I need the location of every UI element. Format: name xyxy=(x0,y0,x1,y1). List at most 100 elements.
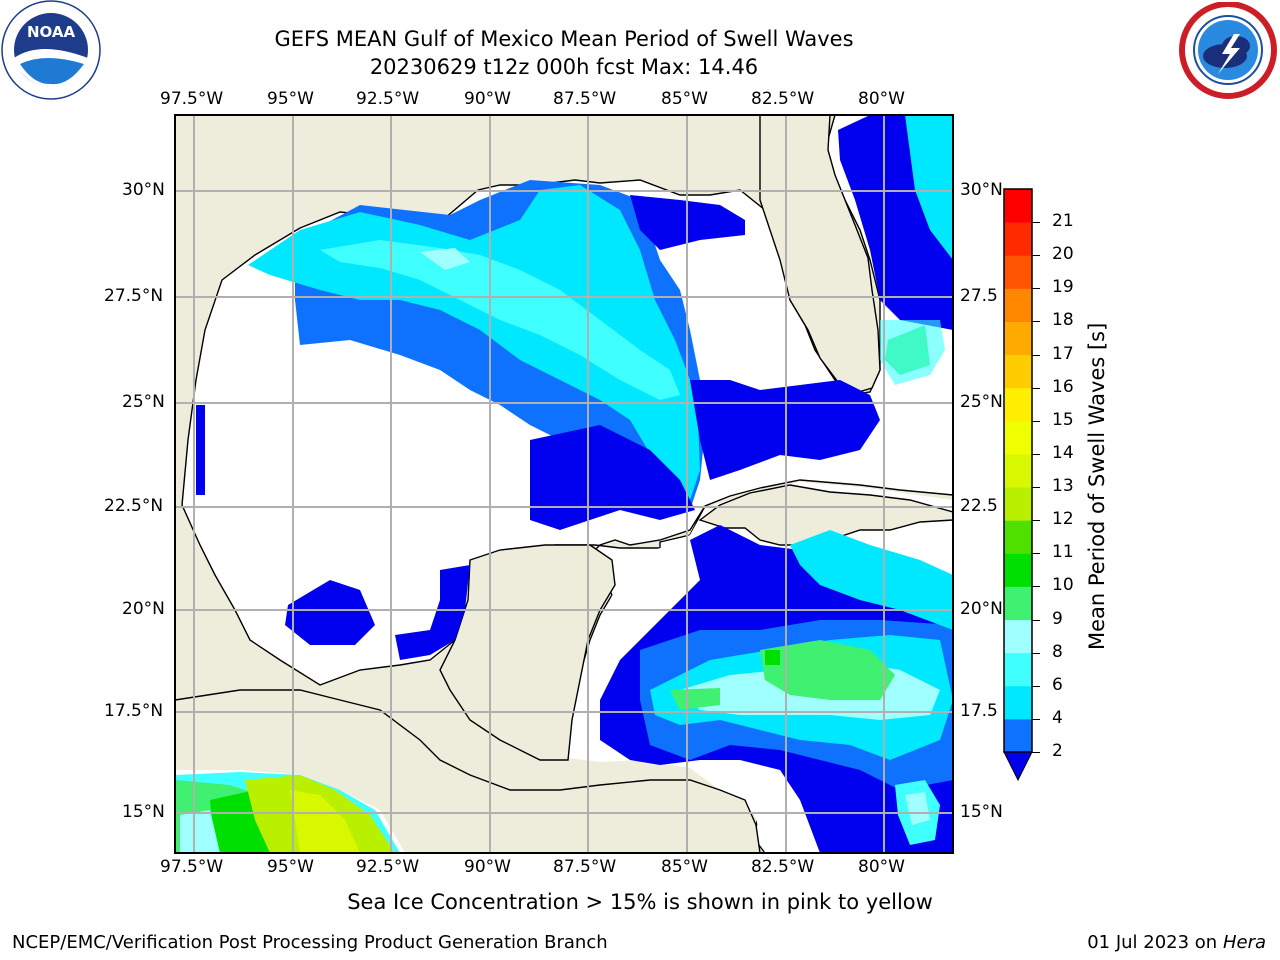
colorbar-tick-label: 17 xyxy=(1052,343,1074,364)
colorbar-segment xyxy=(1004,652,1032,687)
lat-label-left: 25°N xyxy=(122,392,165,412)
colorbar-tick-label: 2 xyxy=(1052,741,1063,761)
sea-ice-note: Sea Ice Concentration > 15% is shown in … xyxy=(347,890,933,914)
colorbar-tick-mark xyxy=(1032,288,1040,290)
lat-label-left: 27.5°N xyxy=(104,286,164,306)
lon-label-bottom: 85°W xyxy=(661,857,708,877)
colorbar xyxy=(1003,188,1033,782)
lon-label-top: 97.5°W xyxy=(160,89,224,109)
lat-label-right: 30°N xyxy=(960,180,1003,200)
colorbar-tick-mark xyxy=(1032,586,1040,588)
colorbar-tick-mark xyxy=(1032,652,1040,654)
footer-credit: NCEP/EMC/Verification Post Processing Pr… xyxy=(12,932,608,953)
lat-label-right: 17.5 xyxy=(960,701,998,721)
lon-label-bottom: 90°W xyxy=(464,857,511,877)
colorbar-segment xyxy=(1004,453,1032,488)
lon-label-bottom: 82.5°W xyxy=(751,857,815,877)
lat-label-right: 27.5 xyxy=(960,286,998,306)
colorbar-segment xyxy=(1004,487,1032,521)
lon-label-top: 82.5°W xyxy=(751,89,815,109)
florida-land xyxy=(759,115,881,394)
colorbar-tick-label: 18 xyxy=(1052,310,1074,331)
swell-period-field xyxy=(175,115,953,853)
map-subtitle: 20230629 t12z 000h fcst Max: 14.46 xyxy=(369,55,759,79)
colorbar-segment xyxy=(1004,619,1032,654)
graticule xyxy=(175,115,953,853)
lat-label-left: 20°N xyxy=(122,599,165,619)
lat-label-left: 22.5°N xyxy=(104,496,164,516)
colorbar-segment xyxy=(1004,354,1032,389)
yucatan-land xyxy=(439,544,616,761)
colorbar-tick-mark xyxy=(1032,487,1040,489)
footer-date-text: 01 Jul 2023 on xyxy=(1087,932,1223,953)
lat-label-right: 25°N xyxy=(960,392,1003,412)
colorbar-tick-mark xyxy=(1032,222,1040,224)
colorbar-tick-mark xyxy=(1032,321,1040,323)
footer-machine: Hera xyxy=(1222,932,1266,953)
lon-label-bottom: 80°W xyxy=(858,857,905,877)
colorbar-tick-mark xyxy=(1032,752,1040,753)
colorbar-segment xyxy=(1004,222,1032,256)
colorbar-segment xyxy=(1004,420,1032,455)
colorbar-segment xyxy=(1004,189,1032,223)
colorbar-segment xyxy=(1004,718,1032,753)
nws-logo xyxy=(1179,2,1277,99)
colorbar-tick-mark xyxy=(1032,619,1040,621)
colorbar-segment xyxy=(1004,586,1032,621)
noaa-logo: NOAA xyxy=(1,0,101,100)
colorbar-tick-mark xyxy=(1032,685,1040,687)
map-title: GEFS MEAN Gulf of Mexico Mean Period of … xyxy=(274,27,854,51)
colorbar-segment xyxy=(1004,321,1032,356)
lon-label-bottom: 92.5°W xyxy=(356,857,420,877)
colorbar-tick-mark xyxy=(1032,387,1040,389)
colorbar-tick-mark xyxy=(1032,553,1040,555)
colorbar-segment xyxy=(1004,520,1032,554)
lat-label-left: 17.5°N xyxy=(104,701,164,721)
lat-label-right: 15°N xyxy=(960,802,1003,822)
colorbar-tick-label: 16 xyxy=(1052,376,1074,397)
lon-label-top: 92.5°W xyxy=(356,89,420,109)
lon-label-bottom: 95°W xyxy=(267,857,314,877)
colorbar-segment xyxy=(1004,387,1032,422)
colorbar-tick-label: 14 xyxy=(1052,442,1074,463)
noaa-logo-wordmark: NOAA xyxy=(27,23,76,41)
colorbar-tick-label: 8 xyxy=(1052,641,1063,662)
colorbar-label: Mean Period of Swell Waves [s] xyxy=(1085,322,1109,650)
colorbar-segment xyxy=(1004,255,1032,289)
colorbar-tick-mark xyxy=(1032,420,1040,422)
colorbar-tick-label: 12 xyxy=(1052,509,1074,530)
colorbar-tick-label: 9 xyxy=(1052,608,1063,629)
lon-label-top: 80°W xyxy=(858,89,905,109)
footer-date: 01 Jul 2023 on Hera xyxy=(1087,932,1266,953)
lat-label-right: 20°N xyxy=(960,599,1003,619)
colorbar-tick-label: 15 xyxy=(1052,409,1074,430)
colorbar-tick-label: 19 xyxy=(1052,277,1074,298)
colorbar-segment xyxy=(1004,685,1032,720)
colorbar-tick-mark xyxy=(1032,354,1040,356)
lon-label-top: 85°W xyxy=(661,89,708,109)
colorbar-tick-label: 6 xyxy=(1052,674,1063,695)
colorbar-tick-label: 13 xyxy=(1052,476,1074,497)
colorbar-tick-label: 20 xyxy=(1052,244,1074,265)
colorbar-segment xyxy=(1004,288,1032,322)
lon-label-top: 95°W xyxy=(267,89,314,109)
lat-label-left: 30°N xyxy=(122,180,165,200)
lon-label-bottom: 97.5°W xyxy=(160,857,224,877)
colorbar-tick-mark xyxy=(1032,520,1040,522)
lat-label-right: 22.5 xyxy=(960,496,998,516)
colorbar-tick-label: 10 xyxy=(1052,575,1074,596)
colorbar-tick-label: 4 xyxy=(1052,707,1063,728)
lon-label-top: 90°W xyxy=(464,89,511,109)
colorbar-tick-label: 21 xyxy=(1052,211,1074,232)
map-frame xyxy=(174,114,954,854)
lon-label-top: 87.5°W xyxy=(553,89,617,109)
lat-label-left: 15°N xyxy=(122,802,165,822)
cuba-land xyxy=(698,484,953,546)
colorbar-tick-mark xyxy=(1032,718,1040,720)
colorbar-segment xyxy=(1004,553,1032,587)
lon-label-bottom: 87.5°W xyxy=(553,857,617,877)
colorbar-tick-mark xyxy=(1032,255,1040,257)
colorbar-tick-label: 11 xyxy=(1052,542,1074,563)
colorbar-tick-mark xyxy=(1032,453,1040,455)
